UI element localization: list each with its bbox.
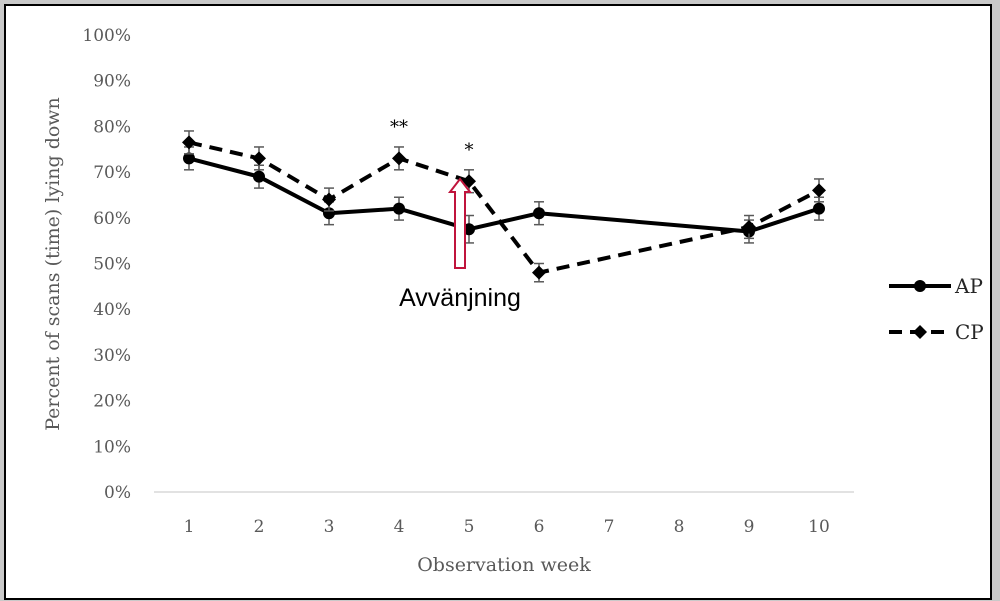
- data-point-cp: [392, 151, 406, 166]
- legend-label-ap: AP: [954, 274, 983, 298]
- weaning-arrow: [447, 177, 473, 269]
- data-point-ap: [183, 152, 195, 165]
- x-tick-label: 4: [394, 517, 405, 537]
- data-point-ap: [393, 202, 405, 215]
- data-point-ap: [533, 207, 545, 220]
- line-chart: 0% 10% 20% 30% 40% 50% 60% 70% 80% 90% 100% 1 2 3 4 5 6 7…: [42, 26, 984, 576]
- x-tick-label: 9: [744, 517, 755, 537]
- x-tick-label: 7: [604, 517, 615, 537]
- data-point-cp: [812, 183, 826, 198]
- legend-marker-cp: [913, 325, 927, 339]
- data-point-cp: [742, 219, 756, 234]
- y-tick-label: 20%: [93, 392, 131, 412]
- x-tick-label: 5: [464, 517, 475, 537]
- data-point-cp: [322, 192, 336, 207]
- x-tick-label: 2: [254, 517, 265, 537]
- x-tick-label: 3: [324, 517, 335, 537]
- y-tick-label: 90%: [93, 72, 131, 92]
- x-tick-label: 8: [674, 517, 685, 537]
- y-tick-label: 80%: [93, 117, 131, 137]
- legend-marker-ap: [914, 280, 926, 292]
- data-point-ap: [253, 170, 265, 183]
- significance-marker: **: [390, 117, 408, 138]
- x-tick-label: 6: [534, 517, 545, 537]
- y-tick-label: 40%: [93, 300, 131, 320]
- y-tick-label: 50%: [93, 255, 131, 275]
- x-tick-label: 10: [808, 517, 830, 537]
- legend-label-cp: CP: [955, 320, 984, 344]
- series-line-cp: [188, 140, 820, 275]
- y-tick-label: 30%: [93, 346, 131, 366]
- x-tick-label: 1: [184, 517, 195, 537]
- y-tick-label: 70%: [93, 163, 131, 183]
- y-tick-label: 0%: [104, 483, 131, 503]
- data-point-cp: [182, 135, 196, 150]
- series-layer: [182, 130, 826, 283]
- y-tick-label: 100%: [82, 26, 131, 46]
- data-point-cp: [532, 265, 546, 280]
- x-axis-title: Observation week: [417, 554, 591, 576]
- data-point-ap: [813, 202, 825, 215]
- annotation-label: Avvänjning: [399, 284, 521, 312]
- y-tick-label: 60%: [93, 209, 131, 229]
- series-line-ap: [188, 156, 820, 234]
- annotation-layer: ***Avvänjning: [390, 117, 521, 312]
- legend: AP CP: [889, 274, 984, 344]
- y-axis-title: Percent of scans (time) lying down: [42, 97, 64, 431]
- chart-frame: 0% 10% 20% 30% 40% 50% 60% 70% 80% 90% 100% 1 2 3 4 5 6 7…: [4, 4, 992, 600]
- data-point-cp: [252, 151, 266, 166]
- significance-marker: *: [465, 140, 474, 161]
- y-tick-label: 10%: [93, 437, 131, 457]
- axes: 0% 10% 20% 30% 40% 50% 60% 70% 80% 90% 100% 1 2 3 4 5 6 7…: [82, 26, 854, 537]
